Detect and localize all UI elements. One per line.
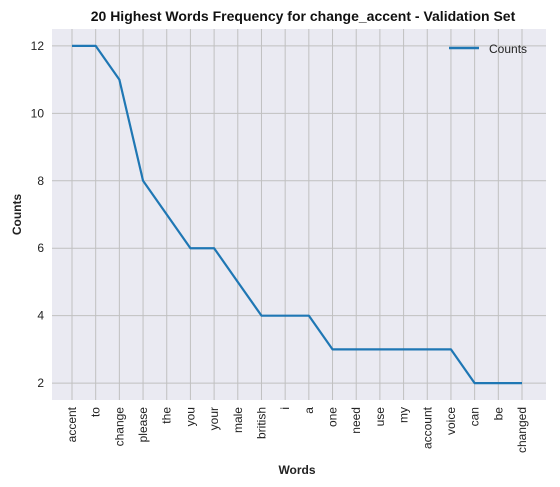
x-tick-label: voice [444,407,458,435]
y-tick-label: 8 [37,174,44,188]
x-tick-label: male [231,407,245,433]
x-tick-label: my [397,407,411,423]
x-tick-label: one [326,407,340,427]
x-tick-label: change [112,407,126,447]
series-line-counts [72,44,522,385]
x-tick-labels: accent to change please the you your male britis… [65,406,529,453]
y-tick-labels: 2 4 6 8 10 12 [31,39,45,390]
y-tick-label: 2 [37,376,44,390]
x-tick-label: please [136,407,150,443]
x-tick-label: you [183,407,197,426]
x-tick-label: i [278,407,292,410]
y-axis-label: Counts [10,194,24,236]
series-layer [71,44,523,385]
x-tick-label: can [468,407,482,426]
y-tick-label: 4 [37,309,44,323]
x-tick-label: use [373,407,387,427]
x-tick-label: to [89,407,103,417]
x-tick-label: british [254,407,268,439]
x-tick-label: need [349,407,363,434]
x-tick-label: changed [515,407,529,453]
legend-label-counts: Counts [489,42,527,56]
x-tick-label: be [491,407,505,421]
x-tick-label: account [420,406,434,449]
y-tick-label: 6 [37,241,44,255]
plot-area [52,29,546,400]
legend: Counts [449,42,527,56]
y-tick-label: 12 [31,39,45,53]
y-tick-label: 10 [31,106,45,120]
chart-title: 20 Highest Words Frequency for change_ac… [91,8,516,24]
x-tick-label: the [160,407,174,424]
x-tick-label: a [302,407,316,414]
grid-lines [52,29,546,400]
x-axis-label: Words [278,463,315,477]
x-tick-label: accent [65,406,79,442]
x-tick-label: your [207,407,221,430]
